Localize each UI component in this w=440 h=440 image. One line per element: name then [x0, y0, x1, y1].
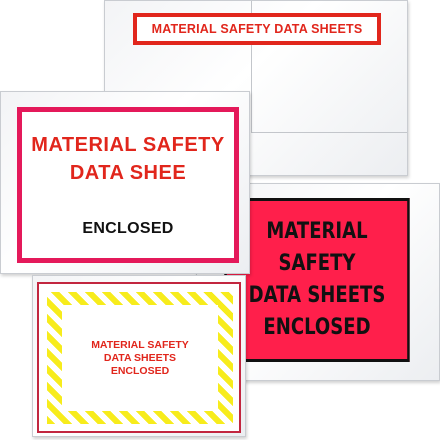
label-text: MATERIAL SAFETY DATA SHEETS — [151, 22, 363, 36]
packing-list-envelope-2: MATERIAL SAFETY DATA SHEE ENCLOSED — [0, 91, 250, 274]
msds-label-pink: MATERIAL SAFETY DATA SHEETS ENCLOSED — [224, 198, 410, 362]
label-line-1: MATERIAL SAFETY — [266, 219, 368, 276]
msds-label-red-outline: MATERIAL SAFETY DATA SHEETS — [133, 13, 381, 45]
envelope-flap-outline — [251, 1, 407, 133]
label-line-3: ENCLOSED — [110, 364, 170, 377]
label-line-3: ENCLOSED — [82, 220, 174, 237]
label-line-1: MATERIAL SAFETY — [91, 338, 189, 351]
msds-label-red-border: MATERIAL SAFETY DATA SHEE ENCLOSED — [17, 107, 239, 263]
msds-label-striped-border: MATERIAL SAFETY DATA SHEETS ENCLOSED — [47, 292, 233, 424]
msds-label-yellow-stripes: MATERIAL SAFETY DATA SHEETS ENCLOSED — [62, 305, 218, 411]
label-line-2: DATA SHEETS — [103, 351, 177, 364]
packing-list-envelope-4: MATERIAL SAFETY DATA SHEETS ENCLOSED — [32, 275, 246, 437]
label-line-1: MATERIAL SAFETY — [31, 134, 225, 156]
label-line-2: DATA SHEETS — [248, 283, 386, 308]
label-line-2: DATA SHEE — [69, 162, 187, 184]
label-line-3: ENCLOSED — [263, 315, 371, 340]
